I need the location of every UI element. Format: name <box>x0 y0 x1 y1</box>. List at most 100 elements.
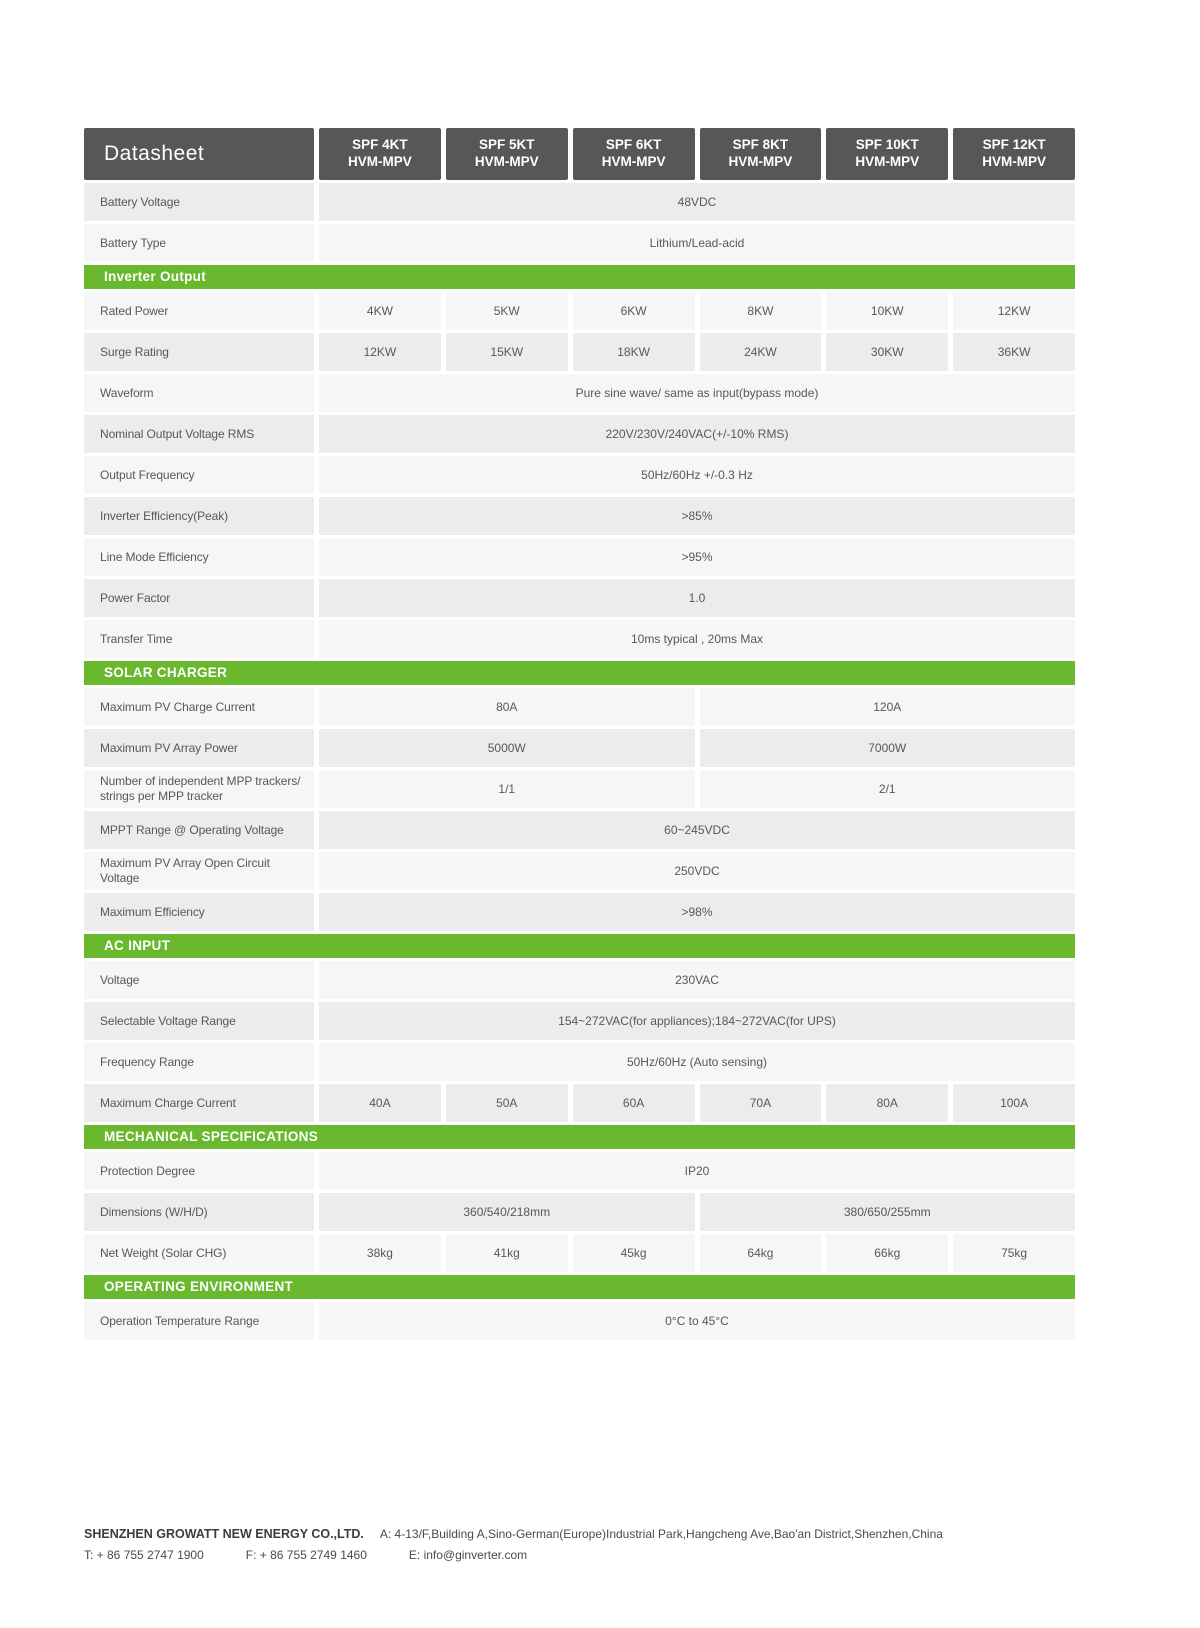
row-label: Protection Degree <box>84 1152 314 1190</box>
row-value: Lithium/Lead-acid <box>319 224 1075 262</box>
series-name: HVM-MPV <box>728 154 793 169</box>
row-value: 45kg <box>572 1234 695 1272</box>
row-value: 50Hz/60Hz (Auto sensing) <box>319 1043 1075 1081</box>
model-name: SPF 6KT <box>605 137 662 153</box>
model-name: SPF 8KT <box>732 137 789 153</box>
section-header-solar-charger: SOLAR CHARGER <box>84 661 1075 685</box>
row-value: 41kg <box>445 1234 568 1272</box>
section-header-operating-environment: OPERATING ENVIRONMENT <box>84 1275 1075 1299</box>
row-label: Dimensions (W/H/D) <box>84 1193 314 1231</box>
spec-row: Battery Type Lithium/Lead-acid <box>84 224 1075 262</box>
spec-row: Maximum PV Array Open Circuit Voltage 250… <box>84 852 1075 890</box>
row-value: >85% <box>319 497 1075 535</box>
series-name: HVM-MPV <box>601 154 666 169</box>
row-value: 7000W <box>699 729 1075 767</box>
row-value: 48VDC <box>319 183 1075 221</box>
row-label: MPPT Range @ Operating Voltage <box>84 811 314 849</box>
row-value: 1/1 <box>319 770 695 808</box>
row-label: Nominal Output Voltage RMS <box>84 415 314 453</box>
spec-row: Net Weight (Solar CHG) 38kg 41kg 45kg 64kg 66… <box>84 1234 1075 1272</box>
spec-row: Surge Rating 12KW 15KW 18KW 24KW 30KW 36KW <box>84 333 1075 371</box>
row-value: 380/650/255mm <box>699 1193 1075 1231</box>
spec-row: Waveform Pure sine wave/ same as input(by… <box>84 374 1075 412</box>
spec-row: Transfer Time 10ms typical , 20ms Max <box>84 620 1075 658</box>
spec-row: Line Mode Efficiency >95% <box>84 538 1075 576</box>
row-value: 50A <box>445 1084 568 1122</box>
spec-table: Datasheet SPF 4KT HVM-MPV SPF 5KT HVM-MP… <box>84 128 1075 1343</box>
spec-row: Maximum Charge Current 40A 50A 60A 70A 80A 100… <box>84 1084 1075 1122</box>
spec-row: Maximum PV Charge Current 80A 120A <box>84 688 1075 726</box>
page-title: Datasheet <box>84 128 314 180</box>
spec-row: Output Frequency 50Hz/60Hz +/-0.3 Hz <box>84 456 1075 494</box>
section-header-ac-input: AC INPUT <box>84 934 1075 958</box>
column-header-spf-6kt: SPF 6KT HVM-MPV <box>572 128 695 180</box>
spec-row: Selectable Voltage Range 154~272VAC(for a… <box>84 1002 1075 1040</box>
row-label: Rated Power <box>84 292 314 330</box>
footer-line-1: SHENZHEN GROWATT NEW ENERGY CO.,LTD. A: 4… <box>84 1524 1124 1545</box>
row-label: Surge Rating <box>84 333 314 371</box>
row-value: 66kg <box>826 1234 949 1272</box>
row-value: 230VAC <box>319 961 1075 999</box>
fax-number: F: + 86 755 2749 1460 <box>245 1548 367 1562</box>
column-header-spf-12kt: SPF 12KT HVM-MPV <box>953 128 1075 180</box>
model-name: SPF 5KT <box>478 137 535 153</box>
spec-row: Battery Voltage 48VDC <box>84 183 1075 221</box>
column-header-spf-5kt: SPF 5KT HVM-MPV <box>445 128 568 180</box>
row-value: 250VDC <box>319 852 1075 890</box>
section-header-inverter-output: Inverter Output <box>84 265 1075 289</box>
section-header-mechanical-specifications: MECHANICAL SPECIFICATIONS <box>84 1125 1075 1149</box>
row-value: 8KW <box>699 292 822 330</box>
row-label: Maximum Efficiency <box>84 893 314 931</box>
model-name: SPF 10KT <box>855 137 919 153</box>
row-value: 18KW <box>572 333 695 371</box>
row-value: 80A <box>826 1084 949 1122</box>
row-value: 50Hz/60Hz +/-0.3 Hz <box>319 456 1075 494</box>
footer-line-2: T: + 86 755 2747 1900 F: + 86 755 2749 14… <box>84 1545 1124 1566</box>
row-value: 100A <box>953 1084 1075 1122</box>
row-value: 75kg <box>953 1234 1075 1272</box>
column-header-spf-8kt: SPF 8KT HVM-MPV <box>699 128 822 180</box>
company-address: A: 4-13/F,Building A,Sino-German(Europe)… <box>379 1527 943 1541</box>
company-name: SHENZHEN GROWATT NEW ENERGY CO.,LTD. <box>84 1527 364 1541</box>
row-value: 2/1 <box>699 770 1075 808</box>
series-name: HVM-MPV <box>982 154 1046 169</box>
series-name: HVM-MPV <box>474 154 539 169</box>
model-name: SPF 4KT <box>352 137 408 153</box>
row-label: Waveform <box>84 374 314 412</box>
row-value: Pure sine wave/ same as input(bypass mod… <box>319 374 1075 412</box>
row-label: Output Frequency <box>84 456 314 494</box>
row-value: >95% <box>319 538 1075 576</box>
row-label: Operation Temperature Range <box>84 1302 314 1340</box>
row-label: Power Factor <box>84 579 314 617</box>
row-label: Maximum PV Array Open Circuit Voltage <box>84 852 314 890</box>
row-label: Number of independent MPP trackers/ stri… <box>84 770 314 808</box>
row-label: Battery Voltage <box>84 183 314 221</box>
row-value: 40A <box>319 1084 441 1122</box>
spec-row: Operation Temperature Range 0°C to 45°C <box>84 1302 1075 1340</box>
series-name: HVM-MPV <box>855 154 920 169</box>
spec-row: Protection Degree IP20 <box>84 1152 1075 1190</box>
spec-table-body: Battery Voltage 48VDC Battery Type Lithium/… <box>84 183 1075 1340</box>
row-value: 70A <box>699 1084 822 1122</box>
column-header-spf-10kt: SPF 10KT HVM-MPV <box>826 128 949 180</box>
row-value: 5KW <box>445 292 568 330</box>
row-value: 36KW <box>953 333 1075 371</box>
row-value: 1.0 <box>319 579 1075 617</box>
spec-row: Dimensions (W/H/D) 360/540/218mm 380/650/2… <box>84 1193 1075 1231</box>
row-label: Maximum Charge Current <box>84 1084 314 1122</box>
row-value: 12KW <box>953 292 1075 330</box>
row-value: 38kg <box>319 1234 441 1272</box>
row-value: 220V/230V/240VAC(+/-10% RMS) <box>319 415 1075 453</box>
column-header-spf-4kt: SPF 4KT HVM-MPV <box>319 128 441 180</box>
row-value: 64kg <box>699 1234 822 1272</box>
row-label: Maximum PV Charge Current <box>84 688 314 726</box>
footer: SHENZHEN GROWATT NEW ENERGY CO.,LTD. A: 4… <box>84 1524 1124 1566</box>
row-value: 154~272VAC(for appliances);184~272VAC(fo… <box>319 1002 1075 1040</box>
spec-row: Power Factor 1.0 <box>84 579 1075 617</box>
row-value: 4KW <box>319 292 441 330</box>
spec-row: Rated Power 4KW 5KW 6KW 8KW 10KW 12KW <box>84 292 1075 330</box>
row-value: 30KW <box>826 333 949 371</box>
spec-row: Maximum PV Array Power 5000W 7000W <box>84 729 1075 767</box>
row-label: Battery Type <box>84 224 314 262</box>
